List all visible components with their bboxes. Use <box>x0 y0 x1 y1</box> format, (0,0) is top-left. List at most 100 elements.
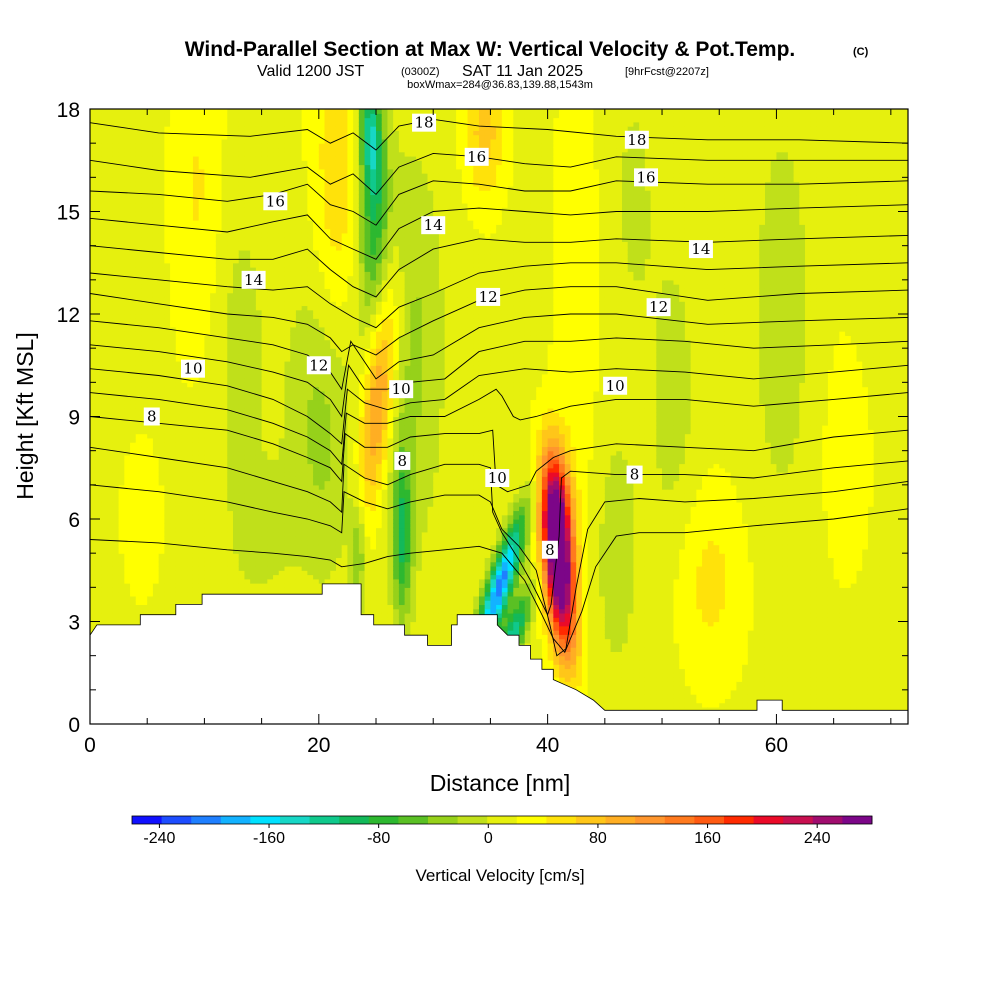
w-cell <box>273 450 280 456</box>
w-cell <box>215 237 223 242</box>
w-cell <box>250 399 257 405</box>
w-cell <box>141 557 148 563</box>
w-cell <box>210 378 217 383</box>
w-cell <box>244 523 251 529</box>
w-cell <box>267 271 274 277</box>
w-cell <box>221 578 228 584</box>
w-cell <box>261 318 268 324</box>
w-cell <box>118 109 125 114</box>
w-cell <box>147 113 154 119</box>
w-cell <box>141 207 148 213</box>
w-cell <box>95 220 103 225</box>
w-cell <box>187 348 194 354</box>
w-cell <box>233 489 240 494</box>
w-cell <box>112 557 120 563</box>
w-cell <box>112 207 120 213</box>
w-cell <box>192 527 200 533</box>
w-cell <box>158 493 165 499</box>
w-cell <box>204 147 211 153</box>
w-cell <box>227 249 234 255</box>
w-cell <box>124 181 131 187</box>
w-cell <box>130 446 137 452</box>
w-cell <box>175 429 183 435</box>
w-cell <box>278 322 286 328</box>
w-cell <box>107 284 114 289</box>
w-cell <box>112 185 120 191</box>
w-cell <box>175 262 183 268</box>
w-cell <box>170 249 177 255</box>
w-cell <box>130 454 137 460</box>
w-cell <box>158 292 165 298</box>
w-cell <box>141 467 148 473</box>
w-cell <box>204 360 211 366</box>
w-cell <box>158 305 165 311</box>
w-cell <box>221 497 228 503</box>
w-cell <box>244 527 251 533</box>
w-cell <box>118 177 125 183</box>
w-cell <box>250 228 257 234</box>
w-cell <box>192 164 200 170</box>
w-cell <box>181 583 188 588</box>
w-cell <box>198 160 206 166</box>
w-cell <box>215 254 223 260</box>
w-cell <box>170 600 177 606</box>
w-cell <box>170 390 177 396</box>
w-cell <box>267 288 274 294</box>
w-cell <box>221 395 228 401</box>
w-cell <box>130 134 137 140</box>
w-cell <box>158 442 165 447</box>
w-cell <box>187 173 194 178</box>
w-cell <box>107 258 114 264</box>
w-cell <box>141 595 148 601</box>
w-cell <box>210 390 217 396</box>
w-cell <box>204 181 211 187</box>
w-cell <box>278 519 286 524</box>
w-cell <box>135 467 143 473</box>
w-cell <box>175 318 183 324</box>
w-cell <box>164 109 171 114</box>
w-cell <box>158 356 165 362</box>
w-cell <box>101 442 108 447</box>
w-cell <box>255 190 263 196</box>
w-cell <box>267 519 274 524</box>
w-cell <box>101 429 108 435</box>
w-cell <box>215 583 223 588</box>
w-cell <box>158 211 165 217</box>
w-cell <box>204 262 211 268</box>
w-cell <box>170 348 177 354</box>
w-cell <box>147 403 154 409</box>
w-cell <box>267 134 274 140</box>
w-cell <box>273 185 280 191</box>
w-cell <box>255 232 263 238</box>
w-cell <box>215 232 223 238</box>
w-cell <box>112 386 120 392</box>
w-cell <box>130 143 137 149</box>
w-cell <box>130 501 137 507</box>
w-cell <box>233 497 240 503</box>
w-cell <box>250 181 257 187</box>
w-cell <box>118 476 125 482</box>
w-cell <box>273 390 280 396</box>
w-cell <box>90 373 97 379</box>
w-cell <box>267 245 274 251</box>
w-cell <box>255 326 263 332</box>
w-cell <box>147 164 154 170</box>
w-cell <box>181 151 188 157</box>
w-cell <box>204 442 211 447</box>
w-cell <box>215 553 223 559</box>
w-cell <box>273 386 280 392</box>
w-cell <box>255 207 263 213</box>
w-cell <box>158 296 165 302</box>
w-cell <box>273 476 280 482</box>
w-cell <box>170 378 177 383</box>
w-cell <box>233 399 240 405</box>
w-cell <box>221 519 228 524</box>
w-cell <box>152 360 160 366</box>
w-cell <box>284 429 291 435</box>
w-cell <box>261 121 268 127</box>
w-cell <box>273 262 280 268</box>
w-cell <box>227 305 234 311</box>
w-cell <box>141 527 148 533</box>
w-cell <box>238 147 246 153</box>
w-cell <box>147 198 154 204</box>
